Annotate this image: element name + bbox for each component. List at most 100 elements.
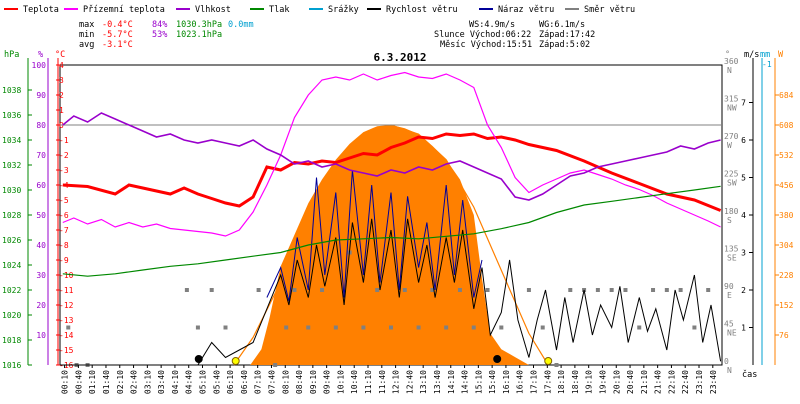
stat-avg-label: avg (79, 40, 94, 50)
ms-axis-unit: m/s (744, 50, 759, 60)
x-tick-label: 13:10 (419, 370, 428, 394)
x-tick-label: 13:40 (433, 370, 442, 394)
wind-direction-point (609, 288, 614, 292)
deg-dir-label: SW (727, 179, 737, 188)
x-tick-label: 04:40 (185, 370, 194, 394)
stat-avg-temp: -3.1°C (102, 40, 133, 50)
wind-direction-point (692, 325, 697, 330)
wind-direction-point (66, 325, 71, 330)
deg-dir-label: E (727, 291, 732, 300)
pct-axis-unit: % (38, 50, 43, 60)
x-tick-label: 09:10 (309, 370, 318, 394)
pct-tick-label: 100 (32, 61, 47, 70)
w-tick-label: 532 (779, 151, 794, 160)
wind-direction-point (333, 325, 338, 330)
wind-direction-point (223, 325, 228, 330)
stat-min-pres: 1023.1hPa (176, 30, 222, 40)
sun-marker (544, 357, 553, 365)
hpa-axis-unit: hPa (4, 50, 19, 60)
pct-tick-label: 20 (36, 301, 46, 310)
pct-tick-label: 90 (36, 91, 46, 100)
wind-direction-point (402, 288, 407, 292)
wind-direction-point (209, 288, 214, 292)
wind-direction-point (320, 288, 325, 292)
x-tick-label: 21:10 (640, 370, 649, 394)
gust-line (266, 169, 483, 302)
x-tick-label: 11:40 (378, 370, 387, 394)
deg-dir-label: S (727, 216, 732, 225)
x-tick-label: 11:10 (364, 370, 373, 394)
plot-area (60, 71, 722, 367)
series-line-c-air (62, 132, 722, 212)
deg-axis-unit: ° (725, 50, 730, 60)
x-tick-label: 09:40 (323, 370, 332, 394)
pct-tick-label: 70 (36, 151, 46, 160)
x-axis: 00:10 00:40 01:10 01:40 02:10 02:40 03:10 03:40… (61, 365, 718, 394)
legend-label: Tlak (269, 5, 289, 15)
chart-title: 6.3.2012 (374, 51, 427, 64)
wind-direction-point (540, 325, 545, 330)
w-tick-label: 380 (779, 211, 794, 220)
mm-tick-label: -1 (762, 60, 772, 69)
x-tick-label: 22:40 (681, 370, 690, 394)
deg-tick-label: 90 (724, 282, 734, 291)
hpa-tick-label: 1018 (2, 336, 21, 345)
x-tick-label: 22:10 (667, 370, 676, 394)
x-axis-label: čas (742, 369, 757, 380)
wind-direction-point (526, 288, 531, 292)
wind-direction-point (416, 325, 421, 330)
stats-block: max -0.4°C 84% 1030.3hPa 0.0mm min -5.7°… (79, 20, 254, 50)
x-tick-label: 12:40 (405, 370, 414, 394)
c-tick-label: -10 (59, 271, 74, 280)
c-tick-label: -2 (59, 151, 69, 160)
x-tick-label: 20:40 (626, 370, 635, 394)
x-tick-label: 06:10 (226, 370, 235, 394)
wind-direction-point (651, 288, 656, 292)
wind-direction-point (375, 288, 380, 292)
c-axis-unit: °C (55, 50, 65, 60)
moon-marker (194, 355, 203, 363)
hpa-tick-label: 1026 (2, 236, 21, 245)
sun-moon-info: WS:4.9m/s WG:6.1m/s Slunce Východ:06:22 … (434, 20, 595, 50)
legend-label: Přízemní teplota (83, 5, 165, 15)
x-tick-label: 08:10 (281, 370, 290, 394)
w-tick-label: 684 (779, 91, 794, 100)
ms-tick-label: 7 (741, 99, 746, 108)
x-tick-label: 21:40 (654, 370, 663, 394)
wind-direction-point (273, 363, 278, 367)
x-tick-label: 10:10 (336, 370, 345, 394)
pct-tick-label: 50 (36, 211, 46, 220)
hpa-tick-label: 1022 (2, 286, 21, 295)
c-tick-label: -11 (59, 286, 74, 295)
wind-direction-point (678, 288, 683, 292)
wind-direction-point (485, 288, 490, 292)
wind-direction-point (292, 288, 297, 292)
stat-min-temp: -5.7°C (102, 30, 133, 40)
series-line-hpa (62, 185, 721, 277)
deg-tick-label: 45 (724, 320, 734, 329)
x-tick-label: 15:10 (474, 370, 483, 394)
wind-direction-point (568, 288, 573, 292)
deg-tick-label: 180 (724, 207, 739, 216)
x-tick-label: 00:40 (74, 370, 83, 394)
c-tick-label: -6 (59, 211, 69, 220)
c-tick-label: -9 (59, 256, 69, 265)
hpa-tick-label: 1032 (2, 161, 21, 170)
wind-gust-info: WG:6.1m/s (539, 20, 585, 30)
deg-dir-label: W (727, 141, 732, 150)
hpa-tick-label: 1020 (2, 311, 21, 320)
deg-dir-label: NW (727, 104, 737, 113)
deg-tick-label: 0 (724, 357, 729, 366)
wind-direction-point (306, 325, 311, 330)
c-tick-label: -12 (59, 301, 74, 310)
x-tick-label: 19:40 (598, 370, 607, 394)
legend-label: Srážky (328, 5, 359, 15)
deg-tick-label: 135 (724, 245, 739, 254)
wind-direction-point (637, 325, 642, 330)
mm-axis-unit: mm (760, 50, 770, 60)
stat-max-temp: -0.4°C (102, 20, 133, 30)
w-tick-label: 76 (779, 331, 789, 340)
wind-speed-line (60, 218, 722, 366)
x-tick-label: 23:40 (709, 370, 718, 394)
